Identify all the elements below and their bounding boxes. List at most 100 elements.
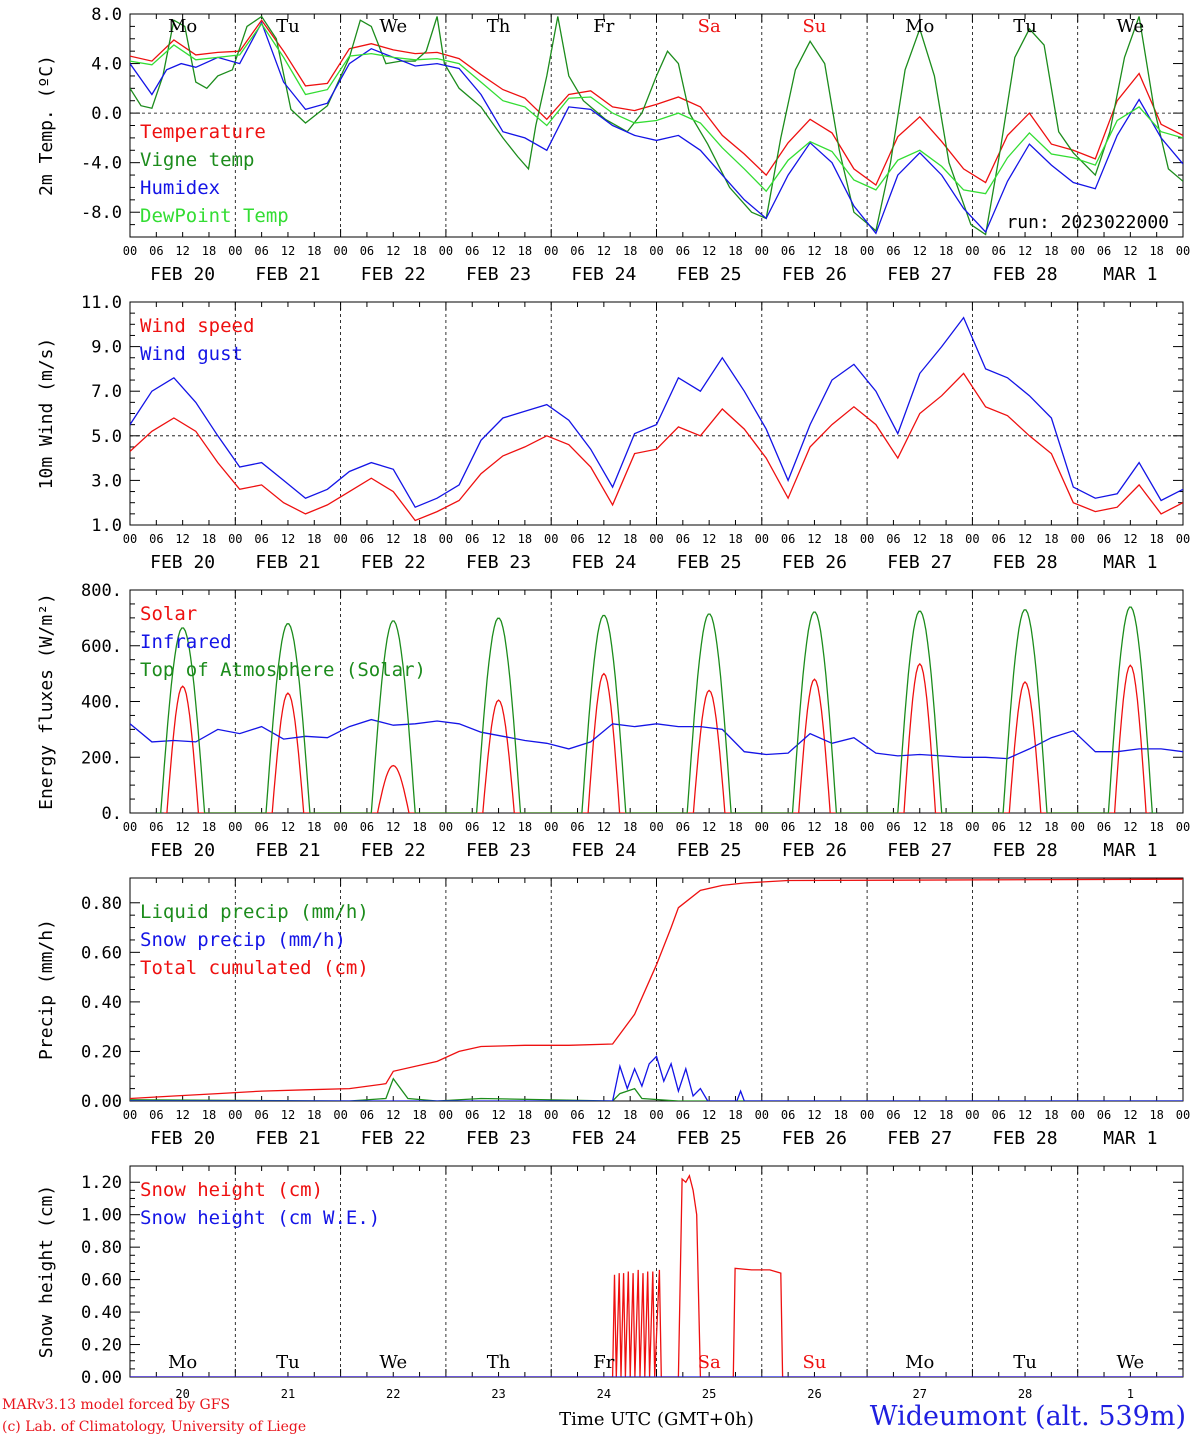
x-hour-label: 06 xyxy=(1097,532,1111,546)
x-hour-label: 00 xyxy=(860,244,874,258)
series-snow-precip-mm-h xyxy=(130,1055,1183,1101)
x-hour-label: 06 xyxy=(465,820,479,834)
y-tick-label: 200. xyxy=(81,748,122,768)
x-hour-label: 06 xyxy=(676,1108,690,1122)
series-wind-gust xyxy=(130,316,1183,509)
x-hour-label: 12 xyxy=(491,532,505,546)
x-hour-label: 06 xyxy=(570,820,584,834)
x-hour-label: 00 xyxy=(439,244,453,258)
x-date-label: FEB 20 xyxy=(150,264,215,285)
x-date-label: FEB 24 xyxy=(571,840,636,861)
x-hour-label: 12 xyxy=(175,532,189,546)
x-hour-label: 06 xyxy=(781,820,795,834)
x-date-label: 24 xyxy=(597,1387,611,1401)
x-date-label: FEB 23 xyxy=(466,264,531,285)
series-total-cumulated-cm xyxy=(130,878,1183,1100)
x-hour-label: 12 xyxy=(1018,1108,1032,1122)
x-hour-label: 12 xyxy=(386,244,400,258)
x-hour-label: 18 xyxy=(728,1108,742,1122)
weekday-label: Th xyxy=(487,16,511,37)
y-tick-label: 0.20 xyxy=(81,1336,122,1356)
panel-4 xyxy=(129,1165,1184,1378)
x-hour-label: 06 xyxy=(149,532,163,546)
x-hour-label: 18 xyxy=(623,1108,637,1122)
x-hour-label: 18 xyxy=(939,244,953,258)
y-tick-label: 400. xyxy=(81,693,122,713)
x-hour-label: 12 xyxy=(913,244,927,258)
series-snow-height-cm xyxy=(130,1173,1183,1377)
x-hour-label: 12 xyxy=(1123,820,1137,834)
x-hour-label: 12 xyxy=(1123,532,1137,546)
x-hour-label: 18 xyxy=(834,532,848,546)
x-hour-label: 18 xyxy=(412,820,426,834)
x-hour-label: 06 xyxy=(886,532,900,546)
y-tick-label: 1.00 xyxy=(81,1206,122,1226)
plot-frame xyxy=(129,13,1184,238)
x-hour-label: 06 xyxy=(149,820,163,834)
x-date-label: FEB 21 xyxy=(255,840,320,861)
x-date-label: FEB 23 xyxy=(466,552,531,573)
x-hour-label: 18 xyxy=(939,820,953,834)
x-hour-label: 00 xyxy=(755,1108,769,1122)
weekday-label: Tu xyxy=(1013,16,1037,37)
plot-frame xyxy=(129,301,1184,526)
x-hour-label: 18 xyxy=(202,532,216,546)
x-hour-label: 00 xyxy=(123,820,137,834)
y-tick-label: 3.0 xyxy=(91,471,122,491)
x-hour-label: 18 xyxy=(623,820,637,834)
y-tick-label: 0. xyxy=(102,804,122,824)
x-hour-label: 18 xyxy=(518,244,532,258)
weekday-label: Mo xyxy=(905,1352,934,1373)
x-date-label: 21 xyxy=(281,1387,295,1401)
y-axis-label: Snow height (cm) xyxy=(36,1185,57,1358)
x-hour-label: 00 xyxy=(1070,820,1084,834)
x-hour-label: 00 xyxy=(1070,244,1084,258)
y-tick-label: 0.40 xyxy=(81,993,122,1013)
x-date-label: FEB 24 xyxy=(571,1128,636,1149)
legend-liquid-precip-mm-h: Liquid precip (mm/h) xyxy=(140,901,369,923)
x-date-label: MAR 1 xyxy=(1103,264,1157,285)
y-tick-label: 0.0 xyxy=(91,104,122,124)
y-tick-label: 5.0 xyxy=(91,427,122,447)
x-hour-label: 12 xyxy=(281,820,295,834)
x-hour-label: 00 xyxy=(1070,1108,1084,1122)
x-hour-label: 12 xyxy=(702,1108,716,1122)
x-hour-label: 00 xyxy=(544,244,558,258)
weekday-label: Fr xyxy=(593,16,614,37)
weekday-label: Tu xyxy=(1013,1352,1037,1373)
x-hour-label: 12 xyxy=(281,1108,295,1122)
x-hour-label: 18 xyxy=(307,532,321,546)
x-hour-label: 00 xyxy=(1176,532,1190,546)
x-hour-label: 06 xyxy=(991,1108,1005,1122)
x-hour-label: 06 xyxy=(360,1108,374,1122)
x-date-label: FEB 24 xyxy=(571,264,636,285)
x-hour-label: 18 xyxy=(834,1108,848,1122)
x-date-label: 25 xyxy=(702,1387,716,1401)
x-hour-label: 12 xyxy=(175,820,189,834)
x-hour-label: 18 xyxy=(1044,1108,1058,1122)
y-tick-label: 0.80 xyxy=(81,1238,122,1258)
x-date-label: FEB 26 xyxy=(782,552,847,573)
x-hour-label: 00 xyxy=(333,820,347,834)
y-tick-label: 1.0 xyxy=(91,516,122,536)
x-hour-label: 06 xyxy=(991,532,1005,546)
x-hour-label: 00 xyxy=(228,244,242,258)
x-hour-label: 18 xyxy=(1044,244,1058,258)
legend-snow-precip-mm-h: Snow precip (mm/h) xyxy=(140,929,346,951)
y-tick-label: 4.0 xyxy=(91,55,122,75)
x-hour-label: 06 xyxy=(676,820,690,834)
panel-1 xyxy=(129,301,1184,526)
legend-snow-height-cm: Snow height (cm) xyxy=(140,1179,323,1201)
x-hour-label: 06 xyxy=(360,820,374,834)
x-hour-label: 06 xyxy=(570,244,584,258)
x-date-label: FEB 21 xyxy=(255,1128,320,1149)
x-hour-label: 12 xyxy=(1018,244,1032,258)
x-hour-label: 18 xyxy=(939,532,953,546)
x-date-label: FEB 21 xyxy=(255,264,320,285)
weekday-label: We xyxy=(1117,16,1145,37)
weekday-label: Mo xyxy=(168,1352,197,1373)
series-top-of-atmosphere-solar xyxy=(156,606,1157,813)
x-hour-label: 00 xyxy=(544,1108,558,1122)
x-hour-label: 00 xyxy=(649,820,663,834)
x-hour-label: 06 xyxy=(781,1108,795,1122)
